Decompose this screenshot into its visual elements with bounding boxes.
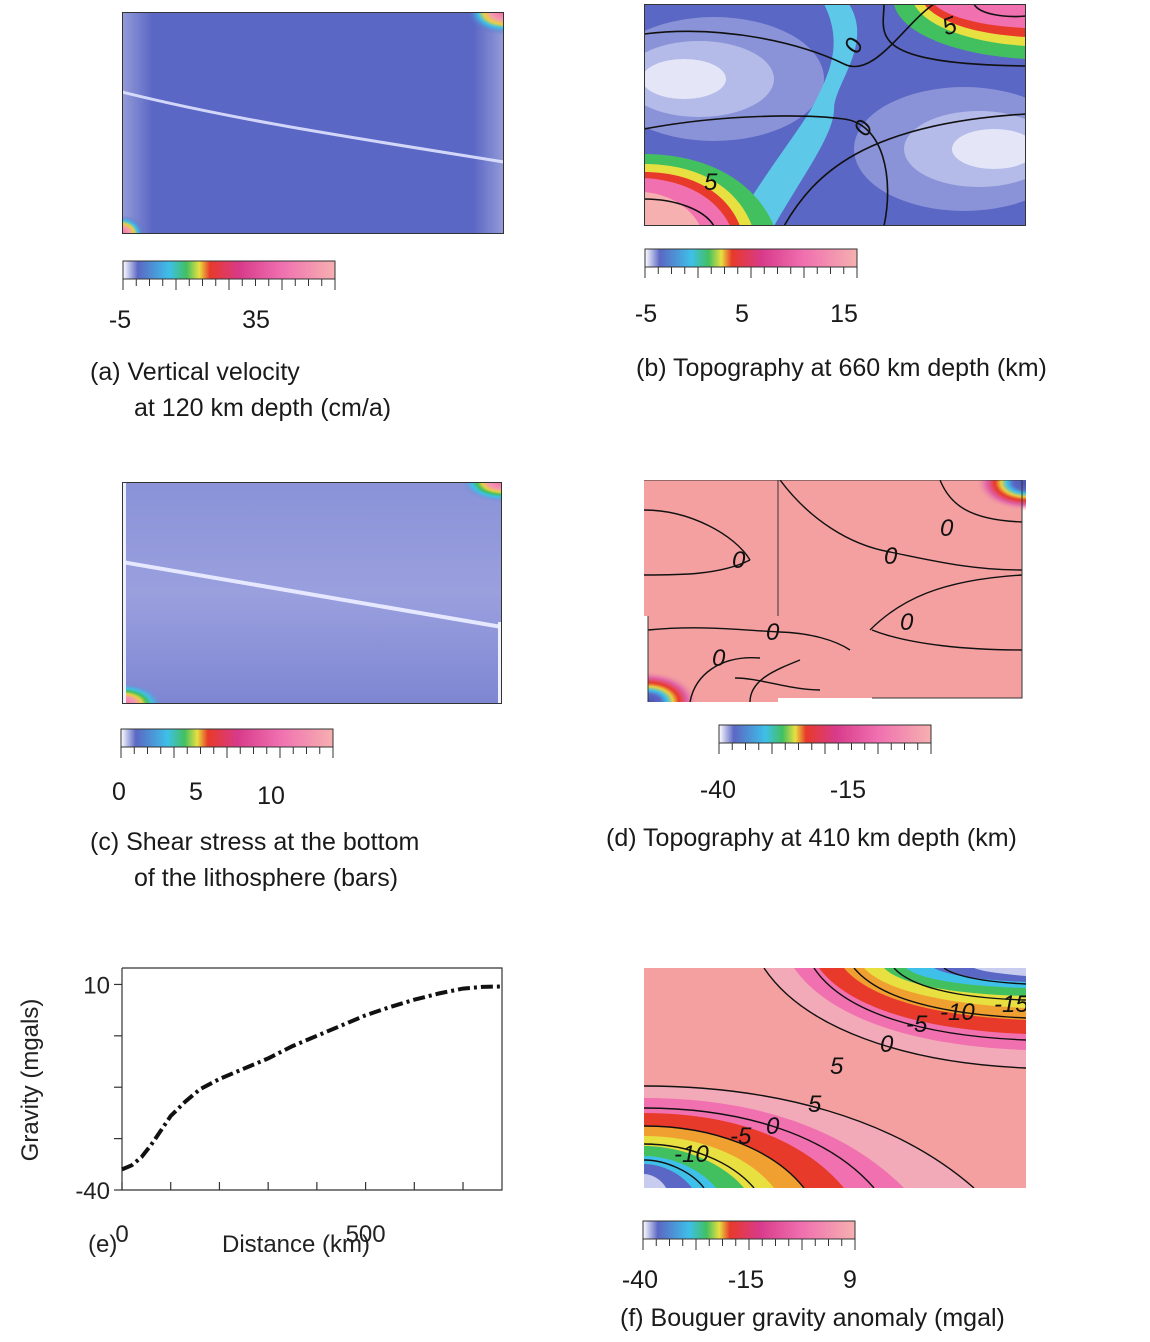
- colorbar-b: [644, 248, 858, 278]
- contour-label-f: 5: [808, 1091, 822, 1118]
- colorbar-c-tick: 10: [257, 782, 285, 810]
- contour-label-d: 0: [900, 609, 914, 636]
- contour-label-d: 0: [712, 645, 726, 672]
- colorbar-d-tick: -15: [829, 776, 867, 804]
- panel-label-e: (e): [88, 1231, 117, 1258]
- colorbar-c-tick: 5: [189, 778, 203, 806]
- contour-label-f: -10: [940, 999, 975, 1026]
- axis-x-label: Distance (km): [222, 1231, 370, 1258]
- x-tick-label: 0: [115, 1221, 128, 1248]
- colorbar-b-tick: 5: [735, 300, 749, 328]
- caption-a: (a) Vertical velocity: [90, 358, 300, 386]
- colorbar-c: [120, 728, 334, 758]
- contour-label-b: 5: [704, 169, 718, 196]
- caption-d: (d) Topography at 410 km depth (km): [606, 824, 1017, 852]
- map-bouguer-anomaly: -15 -10 -5 0 5 5 0 -5 -10: [644, 968, 1026, 1188]
- colorbar-a-tick: -5: [108, 306, 132, 334]
- contour-label-d: 0: [766, 619, 780, 646]
- colorbar-a-tick: 35: [242, 306, 270, 334]
- map-topography-660: 0 0 5 5: [644, 4, 1026, 226]
- colorbar-d-tick: -40: [699, 776, 737, 804]
- contour-label-f: -5: [906, 1011, 928, 1038]
- caption-b: (b) Topography at 660 km depth (km): [636, 354, 1047, 382]
- caption-f: (f) Bouguer gravity anomaly (mgal): [620, 1304, 1005, 1332]
- map-shear-stress: [122, 482, 502, 704]
- colorbar-f: [642, 1220, 856, 1250]
- colorbar-b-tick: -5: [634, 300, 658, 328]
- colorbar-a: [122, 260, 336, 290]
- map-topography-410: 0 0 0 0 0 0: [643, 480, 1026, 702]
- axis-y-label: Gravity (mgals): [17, 999, 44, 1162]
- y-tick-label: 10: [83, 972, 110, 999]
- colorbar-f-tick: 9: [843, 1266, 857, 1294]
- caption-c-line2: of the lithosphere (bars): [134, 864, 399, 892]
- contour-label-f: -15: [994, 991, 1026, 1018]
- caption-c: (c) Shear stress at the bottom: [90, 828, 420, 856]
- contour-label-f: -5: [730, 1123, 752, 1150]
- contour-label-d: 0: [884, 543, 898, 570]
- plot-frame: [121, 967, 503, 1191]
- map-vertical-velocity: [122, 12, 504, 234]
- y-tick-label: -40: [75, 1178, 110, 1205]
- gravity-series-line: [121, 984, 503, 1172]
- contour-label-f: 5: [830, 1053, 844, 1080]
- colorbar-f-tick: -15: [727, 1266, 765, 1294]
- contour-label-f: -10: [674, 1141, 709, 1168]
- caption-a-line2: at 120 km depth (cm/a): [134, 394, 392, 422]
- colorbar-c-tick: 0: [112, 778, 126, 806]
- contour-label-f: 0: [880, 1031, 894, 1058]
- contour-label-d: 0: [940, 515, 954, 542]
- x-tick-label: 500: [346, 1221, 386, 1248]
- colorbar-f-tick: -40: [621, 1266, 659, 1294]
- contour-label-d: 0: [732, 547, 746, 574]
- contour-label-f: 0: [766, 1113, 780, 1140]
- colorbar-b-tick: 15: [830, 300, 858, 328]
- colorbar-d: [718, 724, 932, 754]
